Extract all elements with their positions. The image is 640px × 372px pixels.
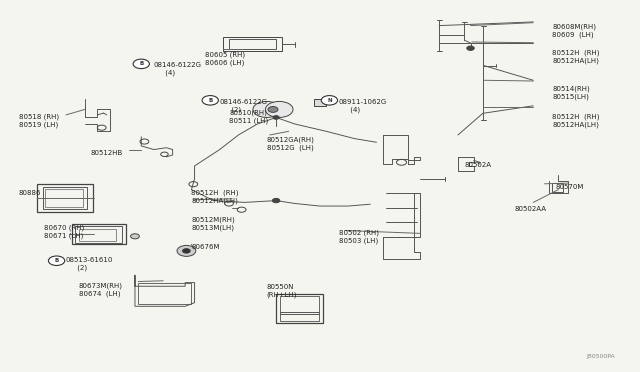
- Text: 80570M: 80570M: [556, 184, 584, 190]
- Text: 80886: 80886: [19, 190, 42, 196]
- Text: 80512H  (RH)
80512HA(LH): 80512H (RH) 80512HA(LH): [552, 49, 600, 64]
- Bar: [229, 39, 276, 49]
- Text: 80502 (RH)
80503 (LH): 80502 (RH) 80503 (LH): [339, 230, 379, 244]
- Text: 08513-61610
     (2): 08513-61610 (2): [66, 257, 113, 271]
- Text: 80676M: 80676M: [191, 244, 220, 250]
- Circle shape: [182, 249, 190, 253]
- Text: B: B: [208, 98, 212, 103]
- Bar: [314, 99, 326, 106]
- Circle shape: [268, 106, 278, 112]
- Text: 80502A: 80502A: [464, 162, 492, 168]
- Bar: [552, 183, 563, 192]
- Bar: [138, 283, 191, 304]
- Text: 08911-1062G
     (4): 08911-1062G (4): [339, 99, 387, 112]
- Circle shape: [321, 96, 337, 105]
- Circle shape: [273, 116, 279, 119]
- Bar: [45, 189, 83, 207]
- Text: 80512M(RH)
80513M(LH): 80512M(RH) 80513M(LH): [191, 217, 235, 231]
- Circle shape: [49, 256, 65, 266]
- Text: J80500PA: J80500PA: [586, 354, 615, 359]
- Text: 80673M(RH)
80674  (LH): 80673M(RH) 80674 (LH): [79, 283, 122, 297]
- Text: 80512HB: 80512HB: [90, 150, 122, 155]
- Bar: [72, 224, 125, 244]
- Text: 08146-6122G
     (4): 08146-6122G (4): [154, 62, 202, 76]
- Circle shape: [202, 96, 218, 105]
- Circle shape: [177, 246, 196, 256]
- Bar: [43, 187, 86, 209]
- Text: B: B: [54, 258, 59, 263]
- Text: 80605 (RH)
80606 (LH): 80605 (RH) 80606 (LH): [205, 51, 244, 65]
- Circle shape: [273, 198, 280, 203]
- Text: 80514(RH)
80515(LH): 80514(RH) 80515(LH): [552, 86, 590, 100]
- Circle shape: [266, 102, 293, 118]
- Text: 80502AA: 80502AA: [515, 206, 547, 212]
- Text: 80512H  (RH)
80512HA(LH): 80512H (RH) 80512HA(LH): [552, 113, 600, 128]
- Text: 80608M(RH)
80609  (LH): 80608M(RH) 80609 (LH): [552, 24, 596, 38]
- Circle shape: [253, 102, 280, 118]
- Circle shape: [133, 59, 149, 68]
- Bar: [276, 294, 323, 323]
- Bar: [76, 226, 122, 243]
- Circle shape: [467, 46, 474, 50]
- Text: B: B: [139, 61, 143, 66]
- Bar: [280, 296, 319, 321]
- Bar: [36, 184, 93, 212]
- Text: N: N: [327, 98, 332, 103]
- Text: 80512GA(RH)
80512G  (LH): 80512GA(RH) 80512G (LH): [267, 137, 315, 151]
- Text: 80510(RH)
80511 (LH): 80510(RH) 80511 (LH): [229, 109, 268, 124]
- Bar: [223, 37, 282, 51]
- Text: 80512H  (RH)
80512HA(LH): 80512H (RH) 80512HA(LH): [191, 190, 239, 204]
- Text: 80518 (RH)
80519 (LH): 80518 (RH) 80519 (LH): [19, 113, 59, 128]
- Text: 80670 (RH)
80671 (LH): 80670 (RH) 80671 (LH): [44, 224, 84, 239]
- Bar: [79, 229, 116, 241]
- Circle shape: [131, 234, 140, 239]
- Text: 80550N
(RH+LH): 80550N (RH+LH): [267, 285, 297, 298]
- Text: 08146-6122G
     (2): 08146-6122G (2): [220, 99, 268, 112]
